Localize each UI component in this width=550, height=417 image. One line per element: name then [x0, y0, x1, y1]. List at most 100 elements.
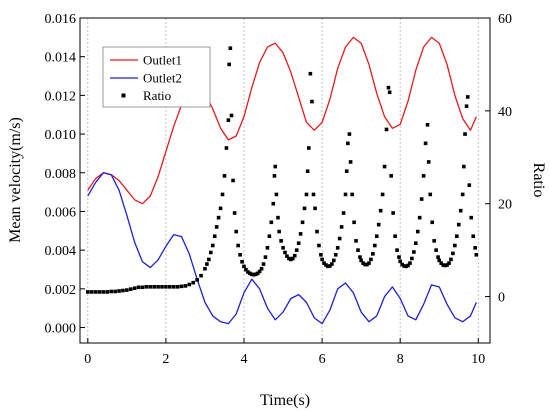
ratio-point	[251, 272, 256, 277]
ratio-point	[402, 264, 406, 268]
ratio-point	[367, 261, 371, 265]
ratio-point	[400, 262, 404, 267]
ratio-point	[156, 285, 160, 289]
ratio-point	[373, 243, 377, 248]
plot-frame	[79, 17, 491, 344]
ratio-point	[406, 263, 410, 268]
ratio-point	[460, 192, 465, 197]
ratio-point	[397, 255, 401, 259]
ratio-point	[302, 206, 307, 211]
left-y-axis-title: Mean velocity(m/s)	[7, 117, 24, 243]
ratio-point	[244, 267, 248, 272]
ratio-point	[395, 248, 399, 252]
ratio-point	[473, 246, 477, 250]
ratio-point	[207, 257, 211, 262]
ratio-point	[387, 90, 392, 95]
ratio-point	[317, 243, 321, 248]
ratio-point	[187, 282, 192, 287]
ratio-point	[445, 263, 449, 267]
ratio-point	[451, 251, 455, 256]
ratio-point	[354, 239, 358, 243]
ratio-point	[414, 241, 418, 245]
ratio-point	[205, 262, 209, 266]
ratio-point	[447, 261, 451, 265]
ratio-point	[380, 192, 385, 197]
ratio-point	[298, 232, 303, 236]
ratio-point	[358, 255, 362, 259]
ratio-point	[226, 118, 231, 122]
ratio-point	[132, 286, 137, 291]
ratio-point	[195, 278, 199, 282]
ratio-point	[212, 234, 217, 239]
series-line-outlet1	[87, 36, 477, 205]
ratio-point	[463, 132, 467, 136]
legend-box	[102, 46, 211, 108]
ratio-point	[274, 192, 279, 197]
ratio-point	[371, 252, 375, 256]
ratio-point	[86, 290, 90, 294]
ratio-point	[320, 257, 324, 262]
ratio-point	[168, 285, 172, 289]
series-layer	[86, 36, 479, 325]
ratio-point	[335, 246, 340, 250]
ratio-point	[273, 164, 278, 169]
ratio-point	[386, 85, 391, 90]
ratio-point	[464, 104, 469, 109]
ratio-point	[333, 252, 338, 257]
ratio-point	[326, 264, 330, 269]
ratio-point	[152, 285, 156, 289]
left-y-tick-label: 0.006	[45, 205, 77, 220]
ratio-point	[117, 289, 121, 293]
ratio-point	[437, 258, 442, 263]
ratio-point	[389, 174, 394, 178]
legend-label-ratio: Ratio	[143, 88, 171, 103]
ratio-point	[308, 71, 313, 76]
ratio-point	[277, 229, 281, 234]
ratio-point	[191, 280, 196, 285]
ratio-point	[255, 271, 260, 276]
x-tick-label: 10	[471, 352, 485, 367]
ratio-point	[369, 257, 373, 262]
left-y-tick-label: 0.008	[45, 167, 77, 182]
x-axis-title: Time(s)	[260, 392, 310, 409]
ratio-point	[352, 220, 356, 225]
ratio-point	[417, 215, 422, 220]
ratio-point	[441, 263, 445, 267]
ratio-point	[434, 248, 438, 252]
ratio-point	[398, 259, 402, 264]
ratio-point	[160, 285, 164, 289]
ratio-point	[140, 285, 145, 290]
ratio-point	[439, 261, 443, 265]
ratio-point	[423, 141, 428, 146]
ratio-point	[304, 192, 309, 197]
right-y-tick-label: 0	[498, 291, 505, 306]
ratio-point	[238, 252, 242, 257]
ratio-point	[232, 211, 237, 215]
ratio-point	[310, 99, 314, 104]
ratio-point	[324, 263, 328, 267]
ratio-point	[404, 264, 408, 269]
ratio-point	[465, 95, 470, 99]
series-line-outlet2	[87, 172, 477, 325]
ratio-point	[164, 285, 168, 289]
ratio-point	[287, 256, 291, 261]
ratio-point	[313, 206, 317, 211]
ratio-point	[315, 229, 319, 234]
ratio-point	[356, 248, 360, 252]
ratio-point	[330, 262, 334, 266]
ratio-point	[248, 271, 252, 276]
right-y-tick-label: 60	[498, 12, 512, 27]
ratio-point	[101, 290, 106, 294]
x-tick-label: 4	[241, 352, 248, 367]
ratio-point	[261, 262, 266, 266]
ratio-point	[269, 220, 274, 225]
ratio-point	[469, 215, 474, 220]
ratio-point	[236, 243, 240, 248]
ratio-point	[456, 222, 461, 227]
ratio-point	[231, 178, 235, 183]
x-tick-label: 0	[84, 352, 91, 367]
ratio-point	[292, 253, 297, 258]
ratio-point	[228, 46, 233, 50]
ratio-point	[322, 261, 326, 265]
